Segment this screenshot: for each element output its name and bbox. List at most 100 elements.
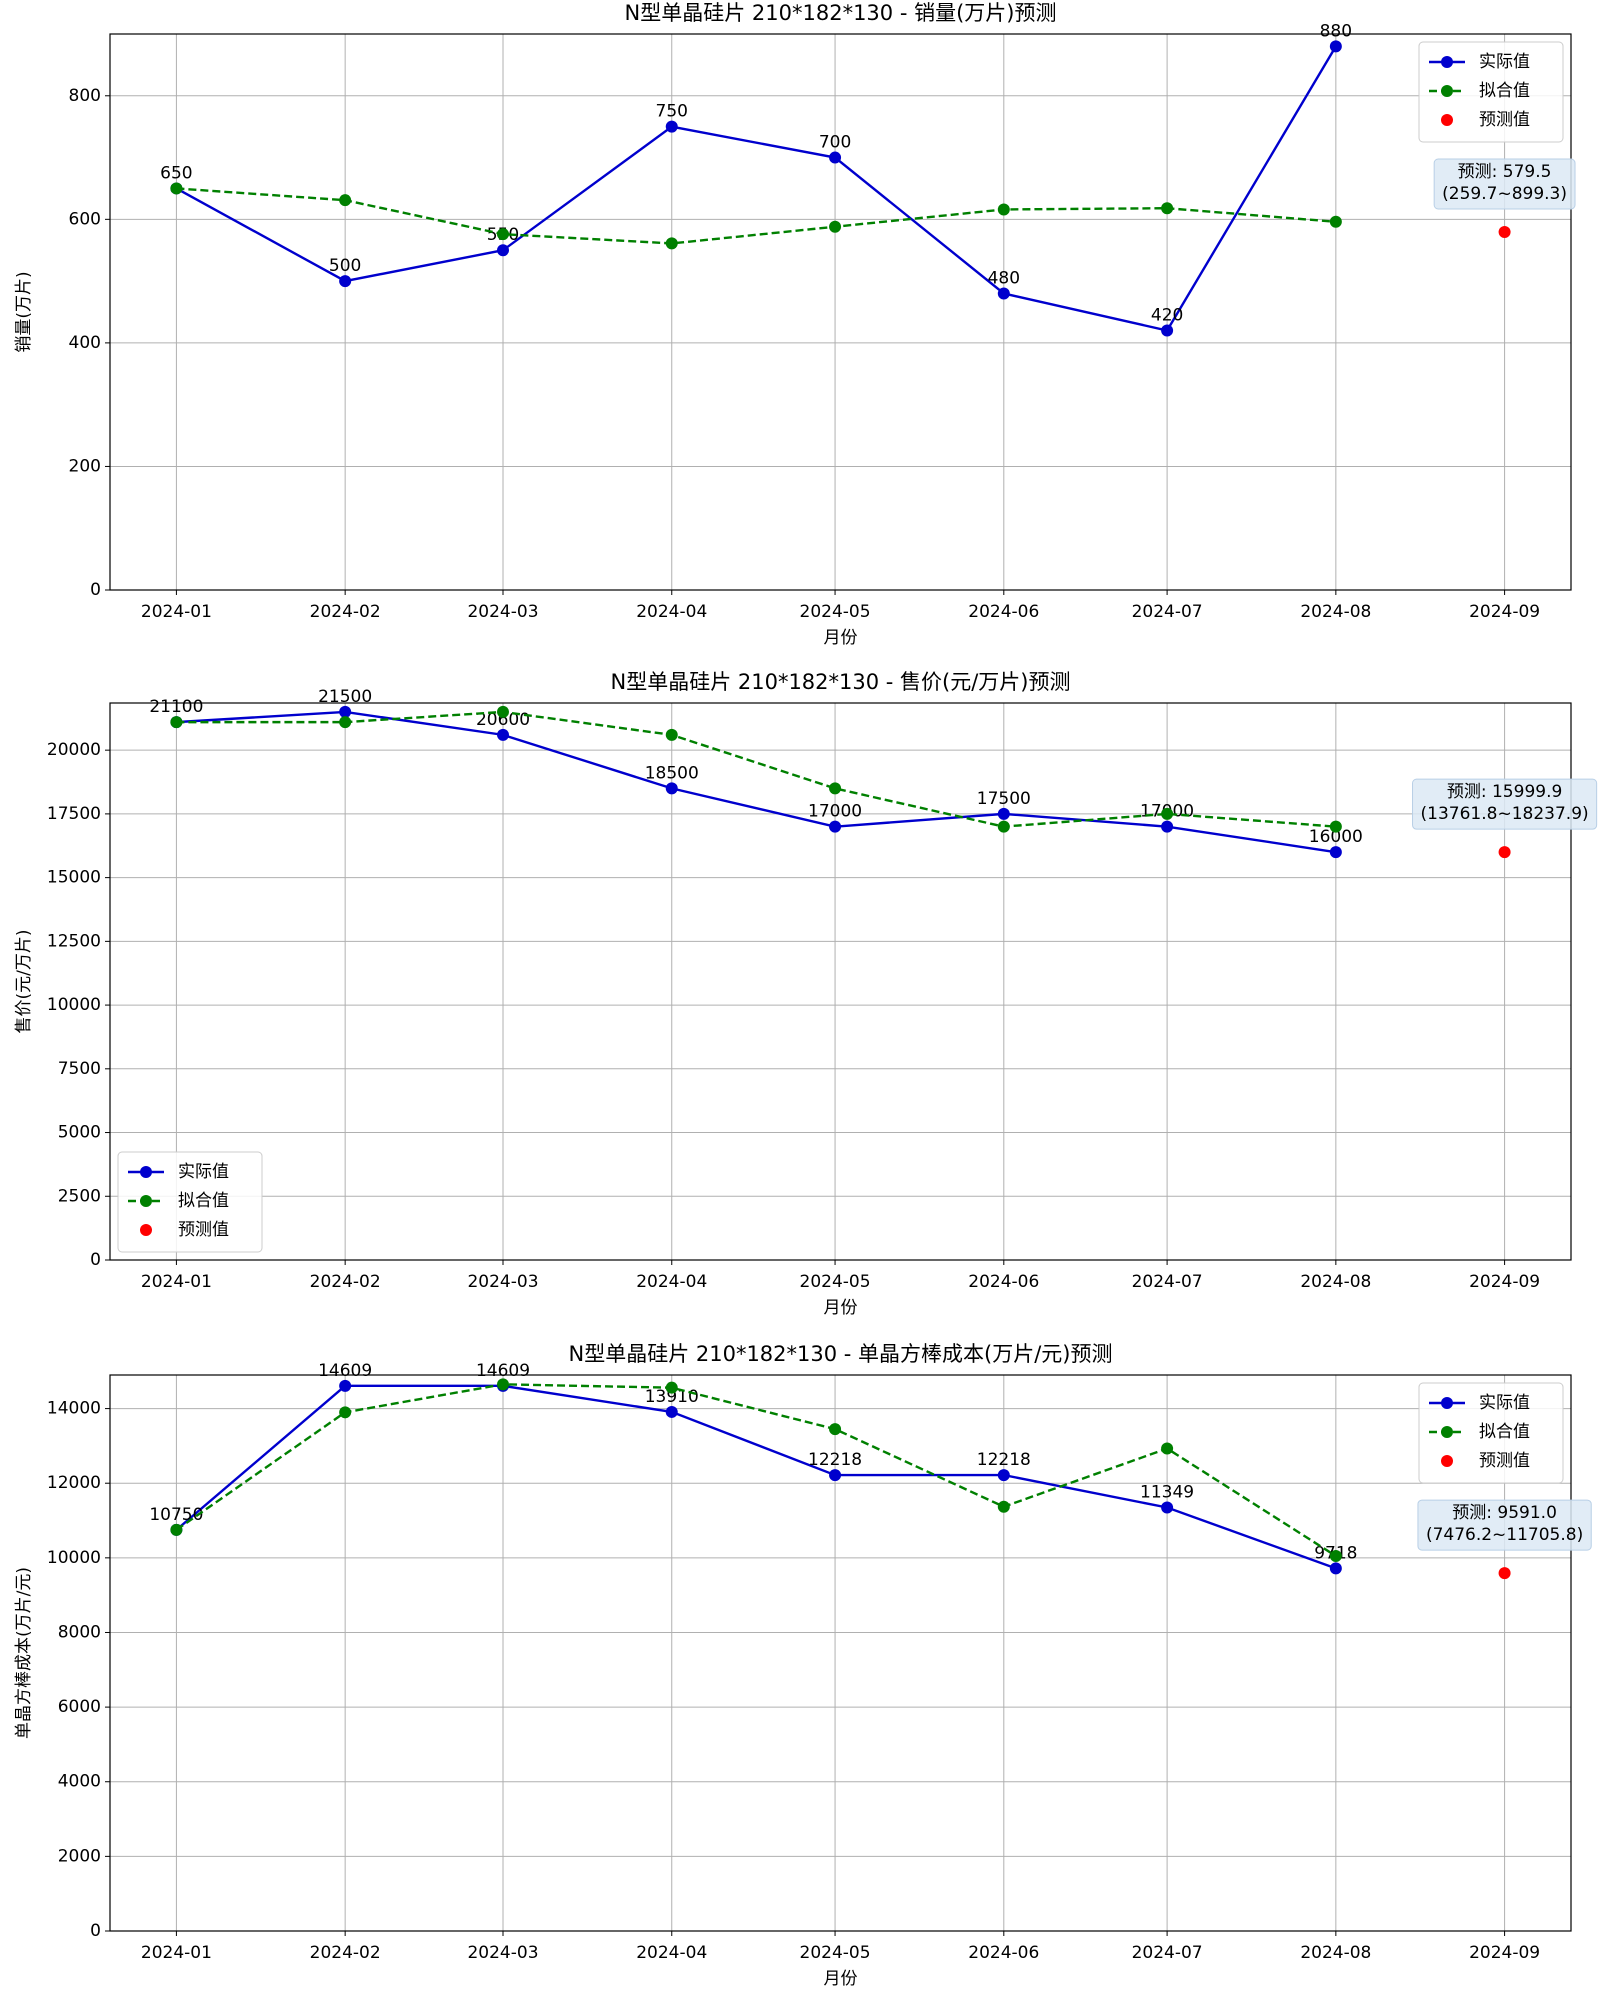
- x-tick-label: 2024-05: [800, 1943, 871, 1963]
- x-tick-label: 2024-08: [1300, 1272, 1371, 1292]
- data-label: 14609: [318, 1361, 372, 1381]
- data-point: [1498, 225, 1511, 238]
- data-point: [339, 1379, 352, 1392]
- data-label: 18500: [645, 763, 699, 783]
- x-tick-label: 2024-04: [636, 602, 707, 622]
- annotation: 预测: 579.5(259.7~899.3): [1433, 158, 1576, 210]
- y-tick-label: 200: [69, 456, 101, 476]
- annotation: 预测: 15999.9(13761.8~18237.9): [1412, 778, 1598, 830]
- legend-label: 拟合值: [178, 1191, 229, 1211]
- data-point: [339, 275, 352, 288]
- y-tick-label: 0: [90, 1921, 101, 1941]
- data-point: [497, 1378, 510, 1391]
- data-point: [339, 1406, 352, 1419]
- x-tick-label: 2024-04: [636, 1943, 707, 1963]
- x-tick-label: 2024-07: [1132, 602, 1203, 622]
- data-label: 420: [1151, 306, 1183, 326]
- x-tick-label: 2024-07: [1132, 1272, 1203, 1292]
- data-point: [1161, 1501, 1174, 1514]
- data-point: [665, 237, 678, 250]
- series-line: [175, 1384, 1337, 1570]
- x-tick-label: 2024-06: [968, 1943, 1039, 1963]
- data-label: 480: [988, 268, 1020, 288]
- legend-marker: [1441, 56, 1453, 68]
- x-tick-label: 2024-01: [141, 1272, 212, 1292]
- chart-title: N型单晶硅片 210*182*130 - 售价(元/万片)预测: [610, 670, 1070, 694]
- y-tick-label: 2500: [58, 1186, 101, 1206]
- data-point: [1161, 1442, 1174, 1455]
- x-tick-label: 2024-05: [800, 602, 871, 622]
- y-tick-label: 0: [90, 1250, 101, 1270]
- legend-marker: [140, 1166, 152, 1178]
- x-axis-label: 月份: [824, 1969, 858, 1989]
- data-point: [1498, 846, 1511, 859]
- data-point: [665, 1381, 678, 1394]
- y-axis-label: 售价(元/万片): [14, 930, 34, 1034]
- x-tick-label: 2024-09: [1469, 602, 1540, 622]
- data-label: 16000: [1309, 827, 1363, 847]
- data-label: 21100: [149, 697, 203, 717]
- y-tick-label: 10000: [47, 1548, 101, 1568]
- y-tick-label: 7500: [58, 1059, 101, 1079]
- y-tick-label: 600: [69, 209, 101, 229]
- series-line: [176, 187, 1336, 245]
- series-line: [176, 710, 1336, 828]
- legend-box: [117, 1151, 263, 1253]
- legend-marker: [140, 1195, 152, 1207]
- data-label: 700: [819, 133, 851, 153]
- x-axis-label: 月份: [824, 1298, 858, 1318]
- series-line: [176, 710, 1337, 854]
- data-label: 17500: [977, 789, 1031, 809]
- x-tick-label: 2024-02: [310, 1943, 381, 1963]
- data-label: 12218: [977, 1450, 1031, 1470]
- data-label: 750: [656, 102, 688, 122]
- data-label: 11349: [1140, 1483, 1194, 1503]
- data-point: [497, 705, 510, 718]
- annotation-text: 预测: 579.5: [1458, 162, 1552, 182]
- legend-box: [1418, 1382, 1564, 1484]
- x-tick-label: 2024-08: [1300, 1943, 1371, 1963]
- data-point: [665, 120, 678, 133]
- data-point: [170, 1523, 183, 1536]
- data-label: 880: [1320, 21, 1352, 41]
- annotation-text: (7476.2~11705.8): [1426, 1525, 1583, 1545]
- legend-marker: [1441, 1455, 1453, 1467]
- annotation-box: [1412, 778, 1598, 830]
- data-point: [1161, 324, 1174, 337]
- data-point: [497, 728, 510, 741]
- annotation-text: 预测: 9591.0: [1452, 1503, 1557, 1523]
- series-line: [175, 45, 1337, 332]
- annotation-box: [1433, 158, 1576, 210]
- data-point: [339, 716, 352, 729]
- x-tick-label: 2024-04: [636, 1272, 707, 1292]
- data-point: [829, 220, 842, 233]
- legend-label: 预测值: [178, 1220, 229, 1240]
- annotation: 预测: 9591.0(7476.2~11705.8): [1417, 1499, 1592, 1551]
- data-point: [997, 1500, 1010, 1513]
- legend-label: 预测值: [1479, 1451, 1530, 1471]
- y-tick-label: 12000: [47, 1473, 101, 1493]
- y-tick-label: 6000: [58, 1697, 101, 1717]
- legend-label: 预测值: [1479, 110, 1530, 130]
- y-tick-label: 4000: [58, 1772, 101, 1792]
- y-tick-label: 2000: [58, 1846, 101, 1866]
- y-tick-label: 8000: [58, 1622, 101, 1642]
- data-point: [497, 228, 510, 241]
- y-tick-label: 5000: [58, 1123, 101, 1143]
- x-tick-label: 2024-02: [310, 602, 381, 622]
- y-axis-label: 销量(万片): [14, 271, 34, 352]
- legend-label: 实际值: [1479, 1393, 1530, 1413]
- data-point: [1161, 807, 1174, 820]
- legend-label: 实际值: [1479, 52, 1530, 72]
- legend-label: 实际值: [178, 1162, 229, 1182]
- x-axis-label: 月份: [824, 628, 858, 648]
- data-point: [829, 1469, 842, 1482]
- data-point: [1329, 820, 1342, 833]
- x-tick-label: 2024-03: [467, 602, 538, 622]
- x-tick-label: 2024-09: [1469, 1943, 1540, 1963]
- data-point: [1161, 820, 1174, 833]
- data-point: [339, 705, 352, 718]
- data-point: [170, 716, 183, 729]
- annotation-text: (259.7~899.3): [1442, 184, 1567, 204]
